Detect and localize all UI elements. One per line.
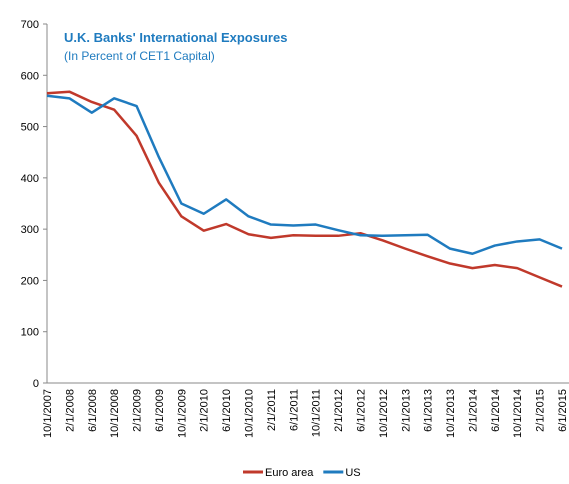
y-tick-label: 600 (21, 70, 39, 82)
x-tick-label: 6/1/2008 (87, 389, 99, 432)
x-tick-label: 2/1/2010 (199, 389, 211, 432)
x-tick-label: 10/1/2014 (512, 389, 524, 438)
x-tick-label: 6/1/2011 (288, 389, 300, 431)
y-tick-label: 400 (21, 173, 39, 185)
chart-title: U.K. Banks' International Exposures (64, 30, 287, 45)
x-tick-label: 10/1/2012 (378, 389, 390, 438)
x-tick-label: 10/1/2011 (311, 389, 323, 437)
y-tick-label: 700 (21, 19, 39, 31)
x-tick-label: 6/1/2012 (355, 389, 367, 432)
x-tick-label: 6/1/2014 (490, 389, 502, 432)
x-tick-label: 10/1/2009 (176, 389, 188, 438)
y-tick-label: 300 (21, 224, 39, 236)
y-tick-label: 0 (33, 378, 39, 390)
x-tick-label: 10/1/2008 (109, 389, 121, 438)
x-tick-label: 6/1/2009 (154, 389, 166, 432)
x-tick-label: 2/1/2008 (64, 389, 76, 432)
x-tick-label: 2/1/2009 (132, 389, 144, 432)
y-tick-label: 200 (21, 275, 39, 287)
legend-label: Euro area (265, 467, 314, 479)
line-series (46, 94, 563, 256)
y-tick-label: 500 (21, 122, 39, 134)
x-tick-label: 2/1/2014 (467, 389, 479, 432)
x-tick-label: 2/1/2015 (535, 389, 547, 432)
x-tick-label: 10/1/2007 (42, 389, 54, 438)
x-tick-label: 6/1/2010 (221, 389, 233, 432)
x-tick-label: 10/1/2013 (445, 389, 457, 438)
x-tick-label: 2/1/2012 (333, 389, 345, 432)
x-tick-label: 2/1/2013 (400, 389, 412, 432)
legend-label: US (345, 467, 360, 479)
x-tick-label: 6/1/2015 (557, 389, 569, 432)
chart-subtitle: (In Percent of CET1 Capital) (64, 49, 215, 63)
y-tick-label: 100 (21, 327, 39, 339)
x-tick-label: 6/1/2013 (423, 389, 435, 432)
x-tick-label: 10/1/2010 (244, 389, 256, 438)
x-tick-label: 2/1/2011 (266, 389, 278, 431)
line-series (46, 90, 563, 288)
